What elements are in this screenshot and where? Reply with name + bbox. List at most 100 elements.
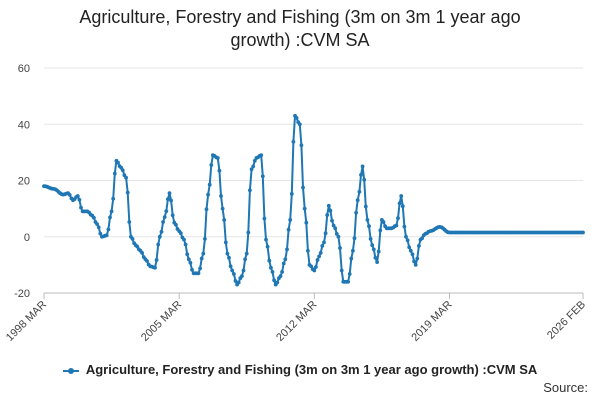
data-point bbox=[236, 280, 241, 285]
chart-title: Agriculture, Forestry and Fishing (3m on… bbox=[0, 6, 600, 52]
data-point bbox=[203, 237, 207, 241]
data-point bbox=[281, 261, 286, 266]
series-line bbox=[43, 114, 583, 286]
data-point bbox=[402, 224, 407, 229]
x-tick-label: 2012 MAR bbox=[274, 299, 319, 344]
grid-lines bbox=[44, 67, 583, 238]
data-point bbox=[249, 167, 254, 172]
data-point bbox=[336, 234, 341, 239]
data-point bbox=[413, 263, 418, 267]
x-tick-labels: 1998 MAR 2005 MAR 2012 MAR 2019 MAR 2026 FEB bbox=[4, 299, 588, 344]
data-point bbox=[408, 248, 413, 253]
data-point bbox=[159, 229, 164, 234]
data-point bbox=[328, 208, 333, 213]
data-point bbox=[145, 259, 149, 263]
data-point bbox=[333, 226, 338, 231]
data-point bbox=[98, 231, 103, 236]
source-label: Source: bbox=[543, 380, 588, 395]
data-point bbox=[220, 206, 225, 211]
data-point bbox=[112, 171, 117, 176]
y-tick-labels: 60 40 20 0 -20 bbox=[14, 63, 30, 300]
x-tick-label: 2005 MAR bbox=[139, 299, 184, 344]
data-point bbox=[322, 240, 326, 245]
data-point bbox=[182, 237, 186, 242]
data-point bbox=[278, 274, 283, 278]
y-tick-label: 60 bbox=[18, 63, 30, 75]
data-point bbox=[352, 236, 357, 241]
data-point bbox=[260, 174, 265, 179]
legend-swatch-marker bbox=[67, 367, 74, 374]
data-point bbox=[262, 216, 267, 221]
data-point bbox=[315, 258, 320, 262]
data-point bbox=[111, 196, 116, 201]
data-point bbox=[407, 245, 412, 250]
data-point bbox=[206, 192, 211, 197]
data-point bbox=[363, 204, 368, 209]
data-point bbox=[120, 168, 125, 173]
data-point bbox=[241, 268, 246, 273]
data-point bbox=[264, 237, 268, 242]
data-point bbox=[227, 255, 231, 260]
data-point bbox=[125, 190, 130, 195]
data-point bbox=[222, 218, 227, 222]
data-point bbox=[196, 271, 201, 276]
data-point bbox=[349, 256, 354, 261]
data-point bbox=[325, 213, 330, 217]
data-point bbox=[244, 251, 249, 256]
data-point bbox=[169, 198, 174, 203]
data-point bbox=[116, 160, 120, 165]
data-point bbox=[339, 268, 344, 273]
data-point bbox=[330, 218, 334, 223]
data-point bbox=[166, 197, 170, 202]
data-point bbox=[156, 242, 161, 247]
data-point bbox=[370, 243, 375, 248]
data-point bbox=[297, 122, 302, 127]
data-point bbox=[334, 232, 339, 236]
data-point bbox=[67, 193, 72, 197]
data-point bbox=[396, 216, 400, 221]
data-point bbox=[127, 220, 132, 224]
series-layer bbox=[42, 113, 585, 287]
data-point bbox=[286, 227, 291, 232]
data-point bbox=[106, 227, 111, 232]
data-point bbox=[248, 188, 252, 193]
data-point bbox=[354, 210, 358, 215]
x-tick-label: 1998 MAR bbox=[4, 299, 49, 344]
data-point bbox=[170, 213, 175, 218]
data-point bbox=[164, 209, 169, 214]
data-point bbox=[190, 267, 194, 272]
data-point bbox=[174, 222, 178, 227]
data-point bbox=[394, 223, 399, 228]
data-point bbox=[417, 244, 421, 248]
data-point bbox=[135, 244, 140, 249]
data-point bbox=[108, 215, 112, 220]
y-tick-label: 40 bbox=[18, 119, 30, 131]
data-point bbox=[367, 224, 371, 229]
data-point bbox=[368, 237, 373, 241]
data-point bbox=[232, 272, 236, 276]
data-point bbox=[269, 265, 273, 270]
data-point bbox=[198, 266, 203, 271]
data-point bbox=[162, 215, 167, 220]
x-tick-label: 2019 MAR bbox=[409, 299, 454, 344]
data-point bbox=[109, 209, 114, 214]
data-point bbox=[326, 203, 331, 208]
data-point bbox=[219, 194, 223, 198]
data-point bbox=[79, 205, 83, 210]
data-point bbox=[280, 270, 284, 274]
data-point bbox=[360, 164, 365, 169]
data-point bbox=[306, 248, 310, 253]
data-point bbox=[320, 244, 325, 248]
data-point bbox=[243, 257, 248, 262]
data-point bbox=[183, 242, 188, 247]
data-point bbox=[338, 246, 342, 250]
data-point bbox=[359, 173, 363, 177]
data-point bbox=[157, 234, 162, 239]
legend-label: Agriculture, Forestry and Fishing (3m on… bbox=[85, 362, 538, 377]
data-point bbox=[140, 251, 145, 255]
data-point bbox=[412, 259, 416, 264]
data-point bbox=[304, 220, 309, 225]
chart-title-line-1: Agriculture, Forestry and Fishing (3m on… bbox=[79, 7, 521, 27]
data-point bbox=[291, 139, 296, 144]
